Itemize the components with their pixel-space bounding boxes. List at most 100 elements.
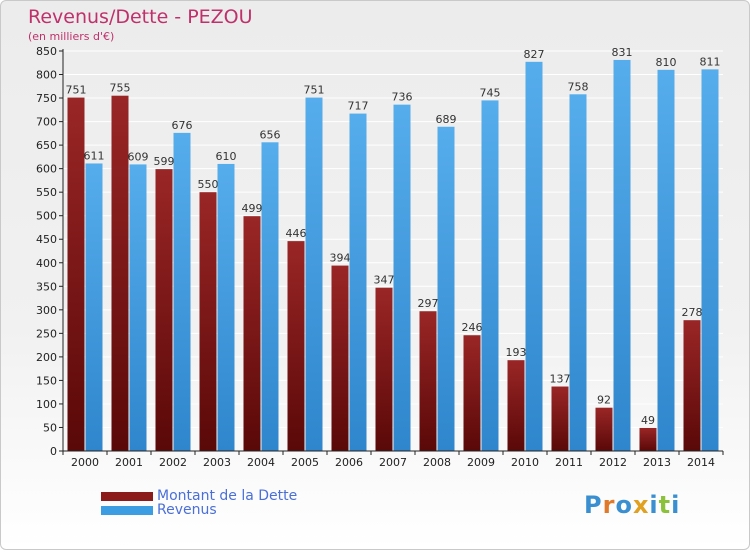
- y-tick-label: 650: [36, 139, 57, 152]
- chart-subtitle: (en milliers d'€): [28, 30, 115, 43]
- bar-revenus: [173, 132, 191, 451]
- bar-dette: [507, 360, 525, 451]
- data-label: 676: [172, 119, 193, 132]
- data-label: 811: [700, 55, 721, 68]
- y-tick-label: 500: [36, 210, 57, 223]
- bar-dette: [331, 265, 349, 451]
- legend-swatch-dette: [101, 491, 153, 501]
- data-label: 755: [110, 82, 131, 95]
- data-label: 611: [84, 149, 105, 162]
- logo-letter: i: [649, 491, 659, 519]
- bar-revenus: [701, 69, 719, 452]
- data-label: 717: [348, 100, 369, 113]
- y-tick-label: 200: [36, 351, 57, 364]
- data-label: 246: [462, 321, 483, 334]
- bar-dette: [551, 386, 569, 451]
- data-label: 92: [597, 394, 611, 407]
- data-label: 297: [418, 297, 439, 310]
- bar-dette: [111, 95, 129, 452]
- bar-dette: [683, 320, 701, 451]
- logo-letter: i: [671, 491, 681, 519]
- x-tick-label: 2014: [687, 456, 715, 469]
- bar-revenus: [305, 97, 323, 452]
- bar-dette: [155, 169, 173, 451]
- logo-letter: x: [632, 491, 650, 519]
- bar-dette: [199, 192, 217, 452]
- y-tick-label: 850: [36, 45, 57, 58]
- data-label: 609: [128, 150, 149, 163]
- legend-item-dette: Montant de la Dette: [101, 488, 298, 504]
- x-tick-label: 2003: [203, 456, 231, 469]
- x-tick-label: 2005: [291, 456, 319, 469]
- bar-dette: [419, 311, 437, 451]
- x-tick-label: 2001: [115, 456, 143, 469]
- x-tick-label: 2011: [555, 456, 583, 469]
- x-tick-label: 2008: [423, 456, 451, 469]
- bar-revenus: [437, 126, 455, 451]
- bar-dette: [243, 216, 261, 451]
- y-tick-label: 750: [36, 92, 57, 105]
- logo-letter: o: [615, 491, 633, 519]
- data-label: 193: [506, 346, 527, 359]
- data-label: 550: [198, 178, 219, 191]
- y-tick-label: 350: [36, 280, 57, 293]
- y-tick-label: 400: [36, 257, 57, 270]
- bar-revenus: [481, 100, 499, 451]
- data-label: 347: [374, 274, 395, 287]
- bar-dette: [67, 97, 85, 452]
- y-tick-label: 250: [36, 327, 57, 340]
- x-tick-label: 2012: [599, 456, 627, 469]
- x-tick-label: 2013: [643, 456, 671, 469]
- x-tick-label: 2000: [71, 456, 99, 469]
- bar-revenus: [349, 113, 367, 452]
- y-tick-label: 550: [36, 186, 57, 199]
- bar-revenus: [217, 163, 235, 452]
- bar-revenus: [613, 59, 631, 452]
- data-label: 599: [154, 155, 175, 168]
- data-label: 137: [550, 373, 571, 386]
- bar-revenus: [129, 164, 147, 452]
- proxiti-logo: Proxiti: [584, 491, 680, 519]
- y-tick-label: 600: [36, 163, 57, 176]
- bar-dette: [375, 287, 393, 451]
- y-tick-label: 0: [50, 445, 57, 458]
- data-label: 751: [304, 84, 325, 97]
- legend-swatch-revenus: [101, 505, 153, 515]
- logo-letter: r: [602, 491, 616, 519]
- x-tick-label: 2002: [159, 456, 187, 469]
- bar-revenus: [393, 104, 411, 451]
- y-tick-label: 450: [36, 233, 57, 246]
- bar-revenus: [525, 61, 543, 452]
- data-label: 736: [392, 91, 413, 104]
- chart-title: Revenus/Dette - PEZOU: [28, 6, 253, 28]
- data-label: 656: [260, 128, 281, 141]
- bar-dette: [463, 335, 481, 451]
- bar-dette: [287, 241, 305, 451]
- legend-item-revenus: Revenus: [101, 502, 217, 518]
- data-label: 689: [436, 113, 457, 126]
- data-label: 446: [286, 227, 307, 240]
- y-tick-label: 150: [36, 374, 57, 387]
- x-tick-label: 2009: [467, 456, 495, 469]
- logo-letter: t: [658, 491, 672, 519]
- legend-label-revenus: Revenus: [157, 502, 217, 518]
- data-label: 278: [682, 306, 703, 319]
- logo-letter: P: [584, 491, 603, 519]
- y-tick-label: 100: [36, 398, 57, 411]
- x-tick-label: 2010: [511, 456, 539, 469]
- legend-label-dette: Montant de la Dette: [157, 488, 298, 504]
- bar-revenus: [657, 69, 675, 451]
- data-label: 827: [524, 48, 545, 61]
- bar-dette: [639, 427, 657, 451]
- data-label: 758: [568, 80, 589, 93]
- y-tick-label: 50: [43, 421, 57, 434]
- x-tick-label: 2004: [247, 456, 275, 469]
- data-label: 394: [330, 252, 351, 265]
- x-tick-label: 2006: [335, 456, 363, 469]
- bar-revenus: [85, 163, 103, 451]
- bar-dette: [595, 407, 613, 451]
- bar-revenus: [261, 142, 279, 451]
- data-label: 745: [480, 86, 501, 99]
